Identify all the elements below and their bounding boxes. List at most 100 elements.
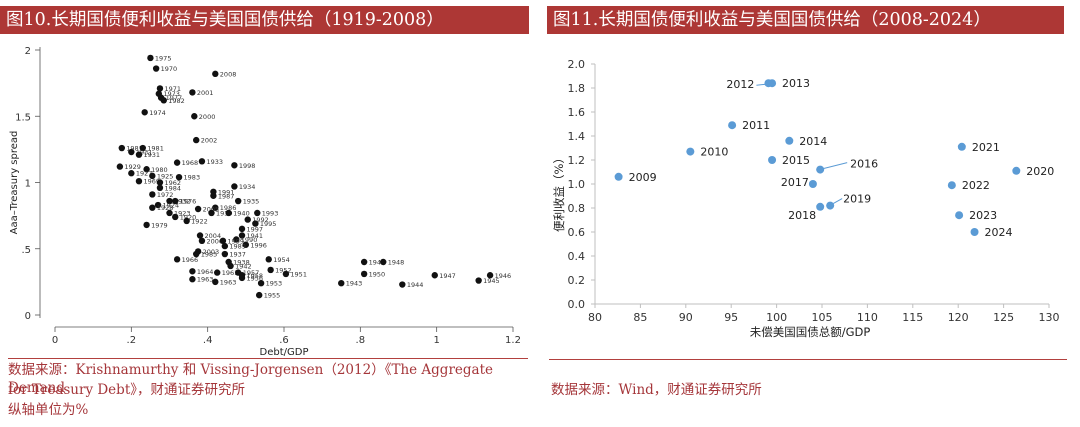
y-axis-label: Aaa–Treasury spread (9, 131, 20, 235)
data-point-label: 1946 (495, 272, 512, 280)
data-point (173, 159, 181, 166)
right-chart-panel: 图11.长期国债便利收益与美国国债供给（2008-2024） 0.0 0.2 0.4… (547, 0, 1080, 427)
data-point (380, 258, 387, 266)
data-point (947, 181, 956, 190)
y-tick-label: 0.6 (568, 226, 586, 239)
scatter-chart-fig10: 0 .5 1 1.5 2 0 .2 .4 .6 .8 1 1.2 Debt/GDP Aaa–Treasur… (9, 46, 521, 358)
data-point (156, 85, 164, 92)
data-point-label: 1920 (180, 213, 197, 221)
data-point (816, 165, 825, 174)
data-point-label: 1939 (216, 209, 233, 217)
data-point (431, 272, 438, 279)
data-point (399, 281, 406, 288)
data-point (149, 191, 156, 198)
data-point (360, 258, 368, 266)
data-point-label: 1933 (206, 158, 223, 166)
data-point (282, 270, 290, 278)
data-point (172, 213, 179, 221)
data-point-label: 1982 (168, 97, 185, 105)
data-point (212, 70, 219, 78)
data-point-label: 1980 (151, 166, 168, 174)
data-point-label: 2017 (781, 176, 809, 189)
data-point (212, 204, 219, 211)
data-point-label: 1950 (369, 270, 386, 278)
data-point (486, 272, 494, 279)
data-point (227, 262, 234, 270)
x-tick-label: 85 (633, 311, 647, 324)
data-point-label: 1974 (149, 109, 166, 117)
data-point-label: 1964 (197, 268, 214, 276)
label-leader-line (832, 198, 843, 205)
data-point (143, 221, 150, 229)
y-tick-label: 2.0 (568, 58, 586, 71)
data-point (166, 209, 173, 217)
data-point-label: 2019 (843, 193, 871, 206)
data-point-label: 1993 (262, 209, 279, 217)
data-point (128, 148, 135, 156)
y-tick-label: 1.0 (568, 178, 586, 191)
data-point (212, 278, 219, 286)
data-point (257, 280, 265, 287)
data-point (231, 183, 238, 190)
data-point (128, 170, 135, 177)
data-point-label: 1945 (483, 277, 500, 285)
y-tick-label: 1.5 (15, 112, 31, 123)
data-point-label: 1924 (163, 202, 180, 210)
data-point (175, 174, 183, 181)
data-point-label: 1931 (136, 149, 153, 157)
x-tick-label: 90 (679, 311, 693, 324)
x-tick-label: 105 (812, 311, 833, 324)
data-point (135, 151, 143, 158)
source-text-fig11: 数据来源：Wind，财通证券研究所 (551, 382, 762, 398)
data-point-label: 1957 (243, 269, 260, 277)
data-point (614, 172, 623, 181)
data-point-label: 1952 (275, 266, 292, 274)
data-point-label: 2006 (206, 237, 223, 245)
data-point (116, 163, 124, 170)
data-point-label: 1929 (124, 163, 141, 171)
data-point (1012, 166, 1021, 175)
data-point-label: 1972 (157, 191, 174, 199)
data-point-label: 1953 (266, 280, 283, 288)
data-point (221, 242, 229, 250)
data-point-label: 1941 (247, 232, 264, 240)
data-point-label: 2005 (203, 206, 220, 214)
data-point (193, 250, 200, 258)
x-tick-label: 1.2 (505, 335, 521, 346)
data-point-label: 2013 (782, 77, 810, 90)
data-point (475, 277, 482, 284)
data-point (238, 232, 246, 239)
data-point-label: 1973 (163, 90, 180, 98)
x-tick-label: 100 (766, 311, 787, 324)
data-point (189, 268, 196, 275)
data-point-label: 2021 (972, 141, 1000, 154)
data-point (189, 276, 196, 283)
label-leader-line (823, 162, 848, 170)
x-tick-label: 130 (1039, 311, 1060, 324)
data-point-label: 1961 (222, 269, 239, 277)
y-tick-label: 1.2 (568, 154, 586, 167)
y-tick-label: 0.2 (568, 274, 586, 287)
data-point (826, 201, 835, 210)
data-point (235, 197, 242, 205)
data-point-label: 1931 (143, 151, 160, 159)
data-point-label: 1963 (220, 278, 237, 286)
data-point-label: 2002 (201, 137, 218, 145)
data-point-label: 1937 (229, 251, 246, 259)
data-point-label: 2018 (788, 209, 816, 222)
x-tick-label: 1 (433, 335, 439, 346)
data-point-label: 1969 (143, 178, 160, 186)
y-tick-label: 1.4 (568, 130, 586, 143)
data-point-label: 1955 (264, 292, 281, 300)
data-point (149, 204, 156, 211)
data-point (198, 237, 206, 244)
data-point (360, 270, 368, 278)
data-point-label: 2024 (985, 226, 1013, 239)
x-tick-label: .4 (203, 335, 213, 346)
data-point (970, 228, 979, 236)
y-tick-label: 2 (25, 46, 31, 57)
data-point-label: 2004 (205, 232, 222, 240)
x-tick-label: 0 (52, 335, 58, 346)
data-point-label: 1971 (164, 85, 181, 93)
data-point-label: 2015 (782, 154, 810, 167)
